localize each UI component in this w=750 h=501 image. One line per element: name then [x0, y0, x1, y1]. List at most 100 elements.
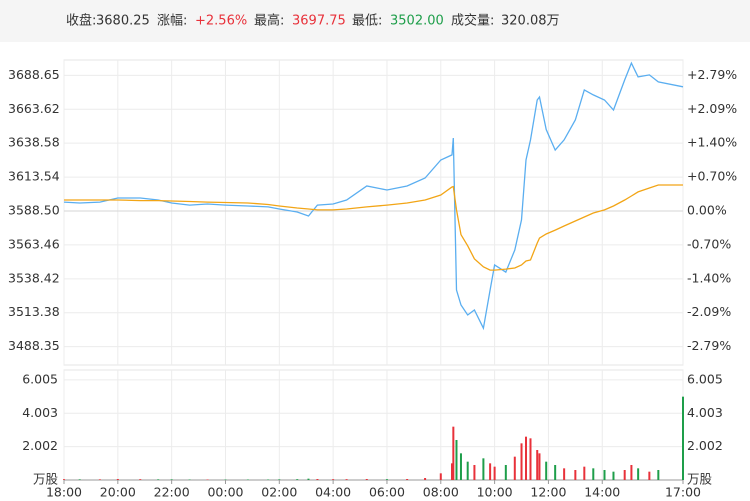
volume-bar: [603, 470, 606, 480]
high-label: 最高:: [254, 13, 284, 29]
volume-bar: [538, 453, 541, 480]
y2-tick-label: +2.09%: [687, 101, 737, 116]
y2-tick-label: -2.09%: [687, 304, 731, 319]
volume-bar: [520, 443, 523, 480]
volume-bar: [536, 450, 539, 480]
change-label: 涨幅:: [157, 14, 187, 29]
volume-bar: [513, 456, 516, 480]
volume-bar: [332, 479, 335, 480]
volume-bar: [630, 465, 633, 480]
volume-bar: [592, 468, 595, 480]
volume-bar: [267, 479, 270, 480]
x-tick-label: 14:00: [584, 485, 620, 500]
y2-tick-label: 0.00%: [687, 202, 727, 217]
y2-tick-label: +0.70%: [687, 168, 737, 183]
volume-bar: [345, 479, 348, 480]
header: 收盘: 3680.25 涨幅: +2.56% 最高: 3697.75 最低: 3…: [66, 13, 560, 29]
y-tick-label: 3513.38: [8, 304, 60, 319]
volume-bar: [316, 479, 319, 480]
volume-bar: [637, 468, 640, 480]
x-tick-label: 18:00: [46, 485, 82, 500]
y-tick-label: 万股: [33, 472, 59, 487]
volume-bar: [583, 466, 586, 480]
y-tick-label: 3588.50: [8, 203, 60, 218]
volume-bar: [385, 479, 388, 480]
volume-bar: [682, 396, 684, 480]
volume-bar: [406, 479, 409, 480]
volume-bar: [482, 458, 485, 480]
volume-bar: [459, 453, 462, 480]
volume-bar: [424, 478, 427, 480]
y-tick-label: 2.002: [22, 438, 58, 453]
volume-bar: [493, 466, 496, 480]
volume-value: 320.08万: [501, 14, 560, 29]
volume-bar: [529, 438, 532, 480]
volume-bar: [224, 479, 227, 480]
volume-bar: [307, 478, 310, 480]
x-tick-label: 22:00: [154, 485, 190, 500]
volume-bar: [545, 461, 548, 480]
low-value: 3502.00: [390, 14, 444, 29]
y2-tick-label: 6.005: [687, 371, 723, 386]
volume-bar: [116, 479, 119, 480]
volume-bar: [450, 463, 453, 480]
y-tick-label: 3663.62: [8, 101, 60, 116]
volume-bar: [78, 479, 81, 480]
y2-tick-label: +2.79%: [687, 67, 737, 82]
volume-bar: [439, 473, 442, 480]
y-tick-label: 3688.65: [8, 67, 60, 82]
volume-bar: [452, 426, 455, 480]
volume-bar: [473, 465, 476, 480]
x-tick-label: 17:00: [665, 485, 701, 500]
volume-bar: [63, 479, 65, 480]
x-tick-label: 12:00: [530, 485, 566, 500]
volume-bar: [612, 471, 615, 480]
price-line: [64, 184, 683, 271]
volume-bar: [206, 479, 209, 480]
volume-bar: [574, 470, 577, 480]
change-value: +2.56%: [195, 14, 247, 29]
panel-border: [63, 369, 684, 481]
close-value: 3680.25: [96, 14, 150, 29]
x-tick-label: 04:00: [315, 485, 351, 500]
x-tick-label: 20:00: [100, 485, 136, 500]
panel-border: [63, 59, 684, 366]
y2-tick-label: 4.003: [687, 405, 723, 420]
volume-bar: [246, 479, 249, 480]
x-tick-label: 00:00: [207, 485, 243, 500]
y-tick-label: 3488.35: [8, 338, 60, 353]
volume-bar: [623, 470, 626, 480]
x-tick-label: 02:00: [261, 485, 297, 500]
price-line: [63, 61, 684, 331]
volume-bar: [296, 479, 299, 480]
volume-bar: [657, 470, 660, 480]
y2-tick-label: -1.40%: [687, 271, 731, 286]
low-label: 最低:: [352, 14, 382, 29]
volume-bar: [489, 463, 492, 480]
volume-bar: [157, 479, 160, 480]
volume-bar: [170, 479, 173, 480]
volume-bar: [525, 436, 528, 480]
y-tick-label: 3563.46: [8, 236, 60, 251]
y-tick-label: 3613.54: [8, 169, 60, 184]
close-label: 收盘:: [66, 13, 96, 29]
x-tick-label: 06:00: [369, 485, 405, 500]
y2-tick-label: 万股: [687, 472, 713, 487]
y-tick-label: 4.003: [22, 405, 58, 420]
x-tick-label: 10:00: [477, 485, 513, 500]
volume-bar: [139, 479, 142, 480]
high-value: 3697.75: [292, 14, 346, 29]
y-tick-label: 3538.42: [8, 270, 60, 285]
volume-bar: [98, 479, 101, 480]
x-tick-label: 08:00: [423, 485, 459, 500]
volume-bar: [648, 471, 651, 480]
volume-bar: [563, 468, 566, 480]
y2-tick-label: 2.002: [687, 438, 723, 453]
volume-label: 成交量:: [451, 13, 494, 29]
volume-bar: [365, 479, 368, 480]
y2-tick-label: -0.70%: [687, 237, 731, 252]
volume-bar: [554, 465, 557, 480]
volume-bar: [455, 440, 458, 480]
